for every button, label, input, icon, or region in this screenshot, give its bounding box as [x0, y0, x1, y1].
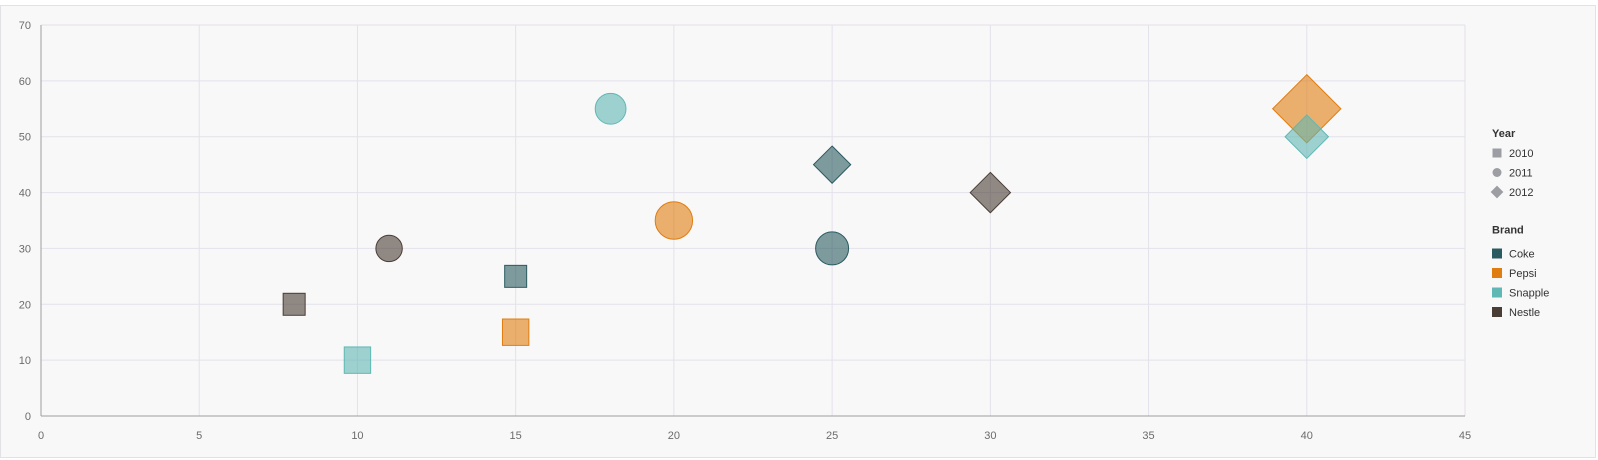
data-points: [282, 73, 1342, 374]
point-nestle-2010: [282, 292, 306, 316]
legend-swatch-pepsi: [1492, 268, 1502, 278]
y-tick-label: 50: [19, 132, 31, 144]
point-nestle-2011: [375, 234, 403, 263]
x-tick-label: 45: [1459, 430, 1471, 442]
legend-brand-coke: Coke: [1509, 249, 1535, 261]
axes: [40, 25, 1465, 417]
x-tick-label: 15: [510, 430, 522, 442]
legend-swatch-snapple: [1492, 287, 1502, 298]
point-snapple-2010: [343, 346, 372, 374]
legend-marker-2012: [1490, 185, 1504, 199]
point-pepsi-2011: [654, 201, 694, 240]
point-pepsi-2010: [501, 318, 530, 346]
point-snapple-2012: [1284, 114, 1330, 160]
y-axis-ticks: 0 10 20 30 40 50 60 70: [19, 20, 31, 423]
legend-year-2010: 2010: [1509, 148, 1533, 160]
x-tick-label: 35: [1142, 430, 1154, 442]
point-snapple-2011: [594, 92, 627, 125]
x-axis-ticks: 0 5 10 15 20 25 30 35 40 45: [38, 430, 1471, 442]
y-tick-label: 10: [19, 355, 31, 367]
x-tick-label: 40: [1301, 430, 1313, 442]
y-tick-label: 70: [19, 20, 31, 32]
legend-year-title: Year: [1492, 128, 1516, 140]
legend-marker-2011: [1492, 168, 1502, 177]
legend-swatch-coke: [1492, 248, 1502, 259]
legend-brand-title: Brand: [1492, 225, 1524, 237]
point-coke-2011: [815, 231, 850, 266]
legend: Year 2010 2011 2012 Brand Coke Pepsi Snapple Nes…: [1490, 128, 1549, 319]
x-tick-label: 0: [38, 430, 44, 442]
y-tick-label: 60: [19, 76, 31, 88]
point-coke-2012: [812, 145, 852, 184]
y-tick-label: 40: [19, 188, 31, 200]
point-nestle-2012: [969, 171, 1012, 214]
y-tick-label: 30: [19, 243, 31, 255]
x-tick-label: 30: [984, 430, 996, 442]
legend-year-2012: 2012: [1509, 187, 1533, 199]
y-tick-label: 0: [25, 411, 31, 423]
legend-marker-2010: [1492, 148, 1502, 158]
legend-brand-pepsi: Pepsi: [1509, 268, 1537, 280]
x-tick-label: 5: [196, 430, 202, 442]
x-tick-label: 10: [351, 430, 363, 442]
legend-year-2011: 2011: [1509, 168, 1533, 180]
legend-swatch-nestle: [1492, 307, 1502, 317]
legend-brand-nestle: Nestle: [1509, 307, 1540, 319]
x-tick-label: 25: [826, 430, 838, 442]
y-tick-label: 20: [19, 299, 31, 311]
plot-area: [41, 25, 1465, 416]
x-tick-label: 20: [668, 430, 680, 442]
grid-lines: [41, 24, 1466, 416]
legend-brand-snapple: Snapple: [1509, 288, 1549, 300]
point-coke-2010: [504, 264, 528, 288]
